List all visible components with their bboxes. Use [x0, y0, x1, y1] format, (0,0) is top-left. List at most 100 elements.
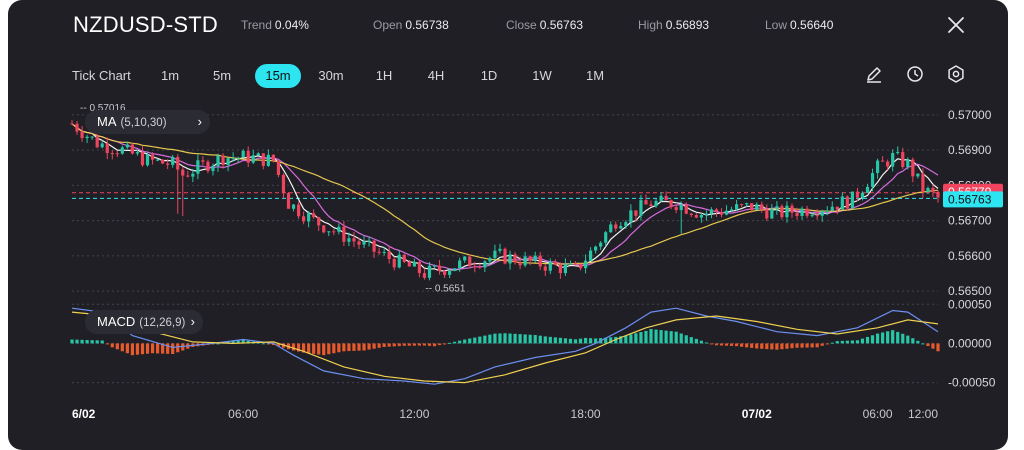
- candle-body: [578, 263, 583, 269]
- macd-histogram-bar: [755, 343, 759, 349]
- macd-histogram-bar: [130, 343, 135, 356]
- candle-body: [528, 256, 532, 261]
- macd-histogram-bar: [322, 343, 326, 356]
- macd-histogram-bar: [694, 338, 698, 344]
- macd-histogram-bar: [750, 343, 754, 348]
- time-tick-label: 12:00: [399, 407, 429, 421]
- macd-histogram-bar: [171, 343, 175, 355]
- candle-body: [674, 207, 678, 211]
- macd-histogram-bar: [523, 334, 527, 344]
- macd-histogram-bar: [684, 335, 688, 344]
- candle-body: [760, 204, 764, 210]
- macd-histogram-bar: [669, 331, 673, 344]
- candle-body: [286, 193, 291, 209]
- tab-1mo[interactable]: 1M: [585, 68, 605, 83]
- macd-histogram-bar: [699, 340, 703, 344]
- macd-indicator-pill[interactable]: MACD (12,26,9) ›: [85, 310, 203, 334]
- tab-5m[interactable]: 5m: [212, 68, 232, 83]
- stat-open: Open 0.56738: [373, 18, 449, 32]
- candle-body: [448, 270, 452, 275]
- macd-tick-label: 0.00000: [948, 336, 992, 350]
- macd-histogram-bar: [760, 343, 764, 349]
- candles: [70, 120, 940, 281]
- chevron-right-icon: ›: [197, 114, 202, 129]
- macd-histogram-bar: [412, 343, 416, 346]
- candle-body: [181, 169, 185, 176]
- macd-histogram-bar: [377, 343, 381, 348]
- candle-body: [931, 187, 935, 193]
- tab-tick-chart[interactable]: Tick Chart: [72, 68, 131, 83]
- macd-histogram-bar: [337, 343, 341, 353]
- macd-histogram-bar: [528, 334, 532, 344]
- macd-histogram-bar: [518, 334, 522, 344]
- tab-1d[interactable]: 1D: [480, 68, 498, 83]
- gear-icon[interactable]: [946, 64, 966, 84]
- candle-body: [906, 159, 910, 168]
- macd-histogram-bar: [563, 338, 568, 344]
- macd-histogram-bar: [815, 343, 819, 348]
- time-tick-label: 06:00: [228, 407, 258, 421]
- clock-icon[interactable]: [905, 64, 925, 84]
- candle-body: [412, 261, 416, 267]
- candle-body: [845, 196, 849, 209]
- candle-body: [246, 150, 250, 163]
- candle-body: [145, 154, 150, 166]
- macd-histogram-bar: [261, 343, 265, 345]
- macd-histogram-bar: [729, 343, 734, 346]
- macd-histogram-bar: [906, 335, 910, 344]
- candle-body: [775, 206, 779, 209]
- macd-histogram-bar: [352, 343, 356, 351]
- macd-histogram-bar: [578, 338, 583, 344]
- macd-histogram-bar: [332, 343, 336, 354]
- candle-body: [855, 191, 860, 198]
- chevron-right-icon: ›: [190, 314, 195, 329]
- tab-15m[interactable]: 15m: [255, 64, 301, 88]
- macd-histogram-bar: [453, 341, 457, 344]
- macd-histogram-bar: [478, 336, 482, 344]
- macd-histogram-bar: [432, 343, 437, 347]
- candle-body: [558, 264, 562, 274]
- timeframe-tabs: Tick Chart 1m 5m 15m 30m 1H 4H 1D 1W 1M: [8, 64, 708, 88]
- candle-body: [840, 196, 844, 210]
- tab-1m[interactable]: 1m: [160, 68, 180, 83]
- time-tick-label: 07/02: [742, 407, 772, 421]
- macd-histogram-bar: [236, 340, 240, 344]
- tab-30m[interactable]: 30m: [318, 68, 344, 83]
- macd-histogram-bar: [619, 336, 623, 344]
- tab-1w[interactable]: 1W: [532, 68, 552, 83]
- macd-signal-line: [71, 311, 939, 384]
- candle-body: [664, 195, 668, 201]
- candle-body: [790, 205, 794, 213]
- macd-histogram-bar: [936, 343, 940, 352]
- close-icon[interactable]: [946, 15, 966, 35]
- macd-histogram-bar: [634, 333, 638, 344]
- candle-body: [427, 265, 432, 278]
- macd-histogram-bar: [317, 343, 321, 355]
- macd-histogram-bar: [659, 330, 663, 344]
- candle-body: [347, 238, 351, 242]
- candle-body: [896, 152, 900, 154]
- candle-body: [669, 200, 673, 208]
- macd-histogram-bar: [296, 343, 301, 352]
- candle-body: [755, 204, 759, 210]
- macd-histogram-bar: [397, 343, 401, 347]
- pencil-icon[interactable]: [864, 64, 884, 84]
- ma-indicator-pill[interactable]: MA (5,10,30) ›: [85, 110, 210, 134]
- candle-body: [709, 209, 714, 214]
- candle-body: [110, 152, 114, 154]
- price-tick-label: 0.57000: [948, 108, 992, 122]
- tab-1h[interactable]: 1H: [375, 68, 393, 83]
- macd-histogram-bar: [538, 335, 542, 344]
- candle-body: [689, 213, 693, 216]
- macd-histogram-bar: [548, 336, 552, 344]
- macd-histogram-bar: [891, 330, 895, 344]
- tab-4h[interactable]: 4H: [427, 68, 445, 83]
- candle-body: [926, 187, 930, 192]
- macd-histogram-bar: [241, 339, 245, 344]
- candle-body: [619, 225, 623, 229]
- macd-histogram-bar: [503, 333, 507, 344]
- candle-body: [493, 250, 497, 259]
- macd-histogram-bar: [216, 343, 220, 345]
- candle-body: [901, 152, 905, 168]
- candle-body: [271, 154, 275, 161]
